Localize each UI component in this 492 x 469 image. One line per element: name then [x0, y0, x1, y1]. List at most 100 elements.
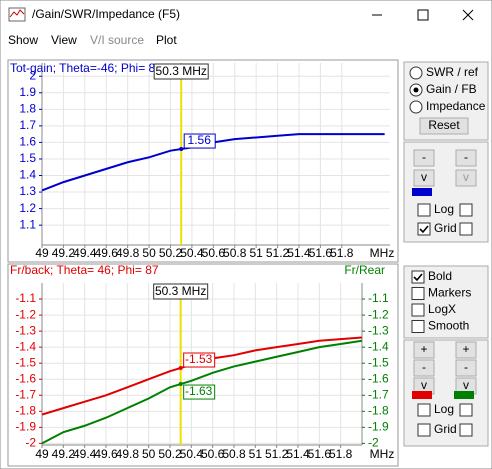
y2-tick-label: -1.9 — [368, 420, 389, 434]
x-tick-label: 50.4 — [180, 447, 204, 461]
check-mark — [413, 273, 423, 282]
cursor-point — [178, 382, 183, 387]
checkbox[interactable]: Bold — [411, 269, 452, 284]
cursor-label-box — [153, 283, 209, 300]
checkbox-label: LogX — [428, 302, 456, 316]
plain-checkbox[interactable] — [459, 203, 473, 217]
x-tick-label: 50.6 — [201, 447, 225, 461]
checkbox[interactable]: Log — [417, 202, 454, 217]
y-tick-label: 2 — [29, 68, 36, 82]
chart-title: Fr/back; Theta= 46; Phi= 87 — [10, 263, 159, 277]
checkbox-box — [417, 423, 431, 437]
x-tick-label: 51 — [249, 246, 263, 260]
y-tick-label: -2 — [25, 436, 36, 450]
button-face — [455, 359, 477, 377]
checkbox-label: Bold — [428, 269, 452, 283]
y-tick-label: -1.9 — [15, 420, 36, 434]
button-face — [413, 359, 435, 377]
button-label: - — [422, 360, 426, 374]
y2-tick-label: -1.2 — [368, 307, 389, 321]
button[interactable]: - — [413, 359, 435, 377]
y2-tick-label: -1.3 — [368, 323, 389, 337]
x-tick-label: 50.2 — [158, 447, 182, 461]
y-tick-label: 1.7 — [19, 118, 36, 132]
chart-panel — [7, 59, 399, 263]
radio[interactable]: Gain / FB — [409, 82, 477, 97]
x-tick-label: 49.4 — [73, 447, 97, 461]
color-swatch[interactable] — [412, 188, 432, 196]
checkbox-label: Smooth — [428, 319, 469, 333]
checkbox-box — [411, 303, 425, 317]
button: v — [455, 169, 477, 187]
button[interactable]: + — [413, 341, 435, 359]
x-tick-label: 51.4 — [286, 447, 310, 461]
y-tick-label: -1.3 — [15, 323, 36, 337]
button-label: - — [464, 150, 468, 164]
checkbox-box — [417, 203, 431, 217]
plain-checkbox[interactable] — [459, 222, 473, 236]
menu-item[interactable]: View — [51, 33, 77, 47]
checkbox[interactable]: Grid — [417, 221, 457, 236]
y-tick-label: 1.9 — [19, 85, 36, 99]
radio-label: Impedance — [426, 99, 486, 113]
button[interactable]: + — [455, 341, 477, 359]
checkbox-box — [417, 403, 431, 417]
radio[interactable]: Impedance — [409, 99, 486, 114]
checkbox[interactable]: Grid — [417, 422, 457, 437]
menu-item[interactable]: Plot — [156, 33, 177, 47]
button[interactable]: Reset — [419, 117, 469, 135]
menu-item: V/I source — [90, 33, 144, 47]
maximize-button[interactable] — [417, 9, 429, 21]
button-label: - — [422, 150, 426, 164]
checkbox-box — [411, 287, 425, 300]
button[interactable]: - — [455, 149, 477, 167]
plain-checkbox[interactable] — [459, 423, 473, 437]
checkbox[interactable]: Markers — [411, 286, 471, 300]
cursor-value: -1.53 — [185, 352, 213, 366]
y-tick-label: -1.2 — [15, 307, 36, 321]
y-tick-label: -1.8 — [15, 403, 36, 417]
radio-dot — [413, 87, 419, 93]
y-tick-label: 1.8 — [19, 101, 36, 115]
checkbox[interactable]: Log — [417, 402, 454, 417]
x-tick-label: 49.2 — [52, 447, 76, 461]
x-tick-label: 50.2 — [159, 246, 183, 260]
button-face — [413, 169, 435, 187]
button[interactable]: - — [455, 359, 477, 377]
cursor-label-box — [153, 63, 209, 80]
button-label: v — [421, 170, 427, 184]
window-title: /Gain/SWR/Impedance (F5) — [32, 7, 180, 21]
y-tick-label: 1.1 — [19, 217, 36, 231]
y2-tick-label: -1.6 — [368, 371, 389, 385]
cursor-label: 50.3 MHz — [156, 64, 207, 78]
cursor-point — [178, 366, 183, 371]
y-tick-label: -1.6 — [15, 371, 36, 385]
button[interactable]: v — [455, 377, 477, 395]
menu-item[interactable]: Show — [8, 33, 38, 47]
button[interactable]: v — [413, 169, 435, 187]
series-line — [42, 339, 362, 445]
y2-tick-label: -1.7 — [368, 387, 389, 401]
button-label: + — [420, 342, 427, 356]
checkbox-label: Log — [434, 402, 454, 416]
cursor-value: -1.63 — [185, 384, 213, 398]
radio-label: Gain / FB — [426, 82, 477, 96]
checkbox-label: Grid — [434, 422, 457, 436]
check-mark — [419, 225, 429, 234]
plain-checkbox[interactable] — [459, 403, 473, 417]
radio[interactable]: SWR / ref — [409, 65, 479, 80]
y-tick-label: 1.5 — [19, 151, 36, 165]
close-button[interactable] — [462, 9, 474, 21]
button-face — [455, 149, 477, 167]
checkbox[interactable]: Smooth — [411, 319, 469, 333]
checkbox-box — [411, 270, 425, 284]
color-swatch[interactable] — [454, 391, 474, 399]
x-tick-label: 51.2 — [265, 447, 289, 461]
button-face — [455, 169, 477, 187]
radio-circle — [409, 100, 423, 114]
x-tick-label: 51.8 — [329, 447, 353, 461]
button[interactable]: - — [413, 149, 435, 167]
checkbox[interactable]: LogX — [411, 302, 456, 317]
x-tick-label: 51 — [249, 447, 263, 461]
color-swatch[interactable] — [412, 391, 432, 399]
